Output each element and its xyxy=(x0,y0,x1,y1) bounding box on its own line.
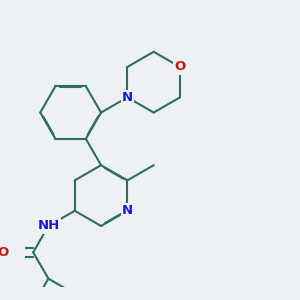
Text: O: O xyxy=(0,246,8,259)
Text: NH: NH xyxy=(37,220,59,232)
Text: N: N xyxy=(122,91,133,104)
Text: N: N xyxy=(122,204,133,217)
Text: O: O xyxy=(174,61,186,74)
